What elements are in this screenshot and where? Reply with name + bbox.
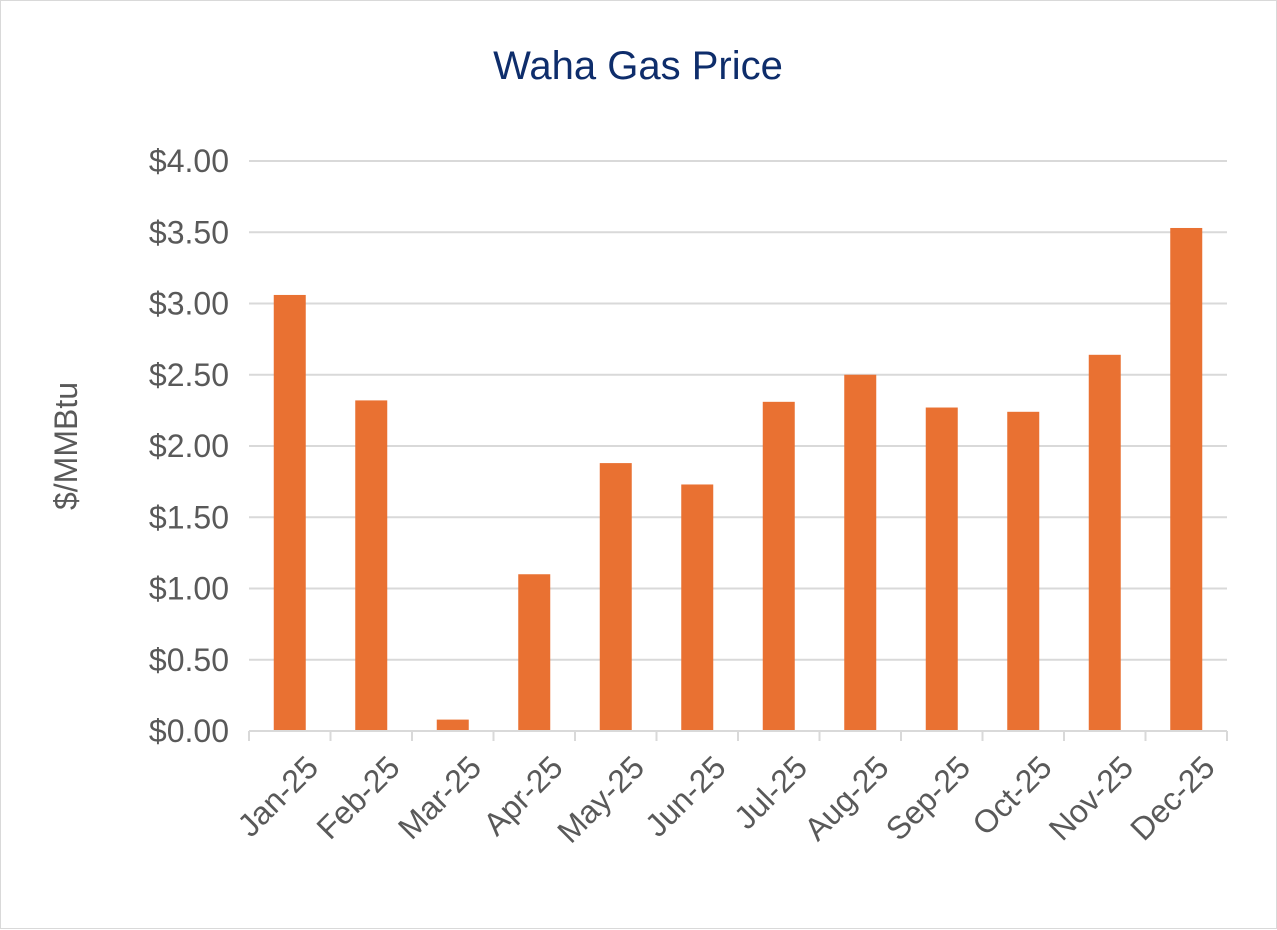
bar-jul-25 bbox=[762, 401, 795, 731]
y-tick-label: $3.50 bbox=[149, 214, 229, 250]
bars bbox=[273, 227, 1203, 731]
bar-feb-25 bbox=[355, 400, 388, 731]
x-tick-label: Aug-25 bbox=[797, 749, 895, 847]
x-tick-label: Jan-25 bbox=[230, 749, 325, 844]
x-tick-labels: Jan-25Feb-25Mar-25Apr-25May-25Jun-25Jul-… bbox=[230, 749, 1221, 850]
y-tick-label: $3.00 bbox=[149, 286, 229, 322]
y-tick-label: $0.50 bbox=[149, 642, 229, 678]
bar-jan-25 bbox=[273, 294, 306, 731]
chart-title: Waha Gas Price bbox=[493, 44, 783, 88]
x-axis bbox=[248, 730, 1228, 741]
x-tick-label: Nov-25 bbox=[1042, 749, 1140, 847]
x-tick-label: May-25 bbox=[550, 749, 651, 850]
y-tick-label: $1.00 bbox=[149, 571, 229, 607]
x-tick-label: Sep-25 bbox=[879, 749, 977, 847]
y-tick-label: $2.00 bbox=[149, 428, 229, 464]
x-tick-label: Feb-25 bbox=[309, 749, 406, 846]
y-tick-labels: $0.00 $0.50 $1.00 $1.50 $2.00 $2.50 $3.00 $3.50… bbox=[149, 143, 229, 749]
bar-jun-25 bbox=[681, 484, 714, 731]
x-tick-label: Jun-25 bbox=[638, 749, 733, 844]
bar-mar-25 bbox=[436, 719, 469, 731]
bar-dec-25 bbox=[1170, 227, 1203, 731]
gridlines bbox=[249, 160, 1227, 661]
bar-oct-25 bbox=[1007, 411, 1040, 731]
y-tick-label: $0.00 bbox=[149, 713, 229, 749]
y-tick-label: $2.50 bbox=[149, 357, 229, 393]
y-tick-label: $1.50 bbox=[149, 499, 229, 535]
x-tick-label: Dec-25 bbox=[1123, 749, 1221, 847]
bar-apr-25 bbox=[518, 574, 551, 731]
bar-aug-25 bbox=[844, 374, 877, 731]
bar-nov-25 bbox=[1088, 354, 1121, 731]
x-tick-label: Oct-25 bbox=[965, 749, 1058, 842]
y-axis-label: $/MMBtu bbox=[48, 382, 84, 510]
bar-may-25 bbox=[599, 463, 632, 731]
y-tick-label: $4.00 bbox=[149, 143, 229, 179]
bar-sep-25 bbox=[925, 407, 958, 731]
x-tick-label: Mar-25 bbox=[391, 749, 488, 846]
